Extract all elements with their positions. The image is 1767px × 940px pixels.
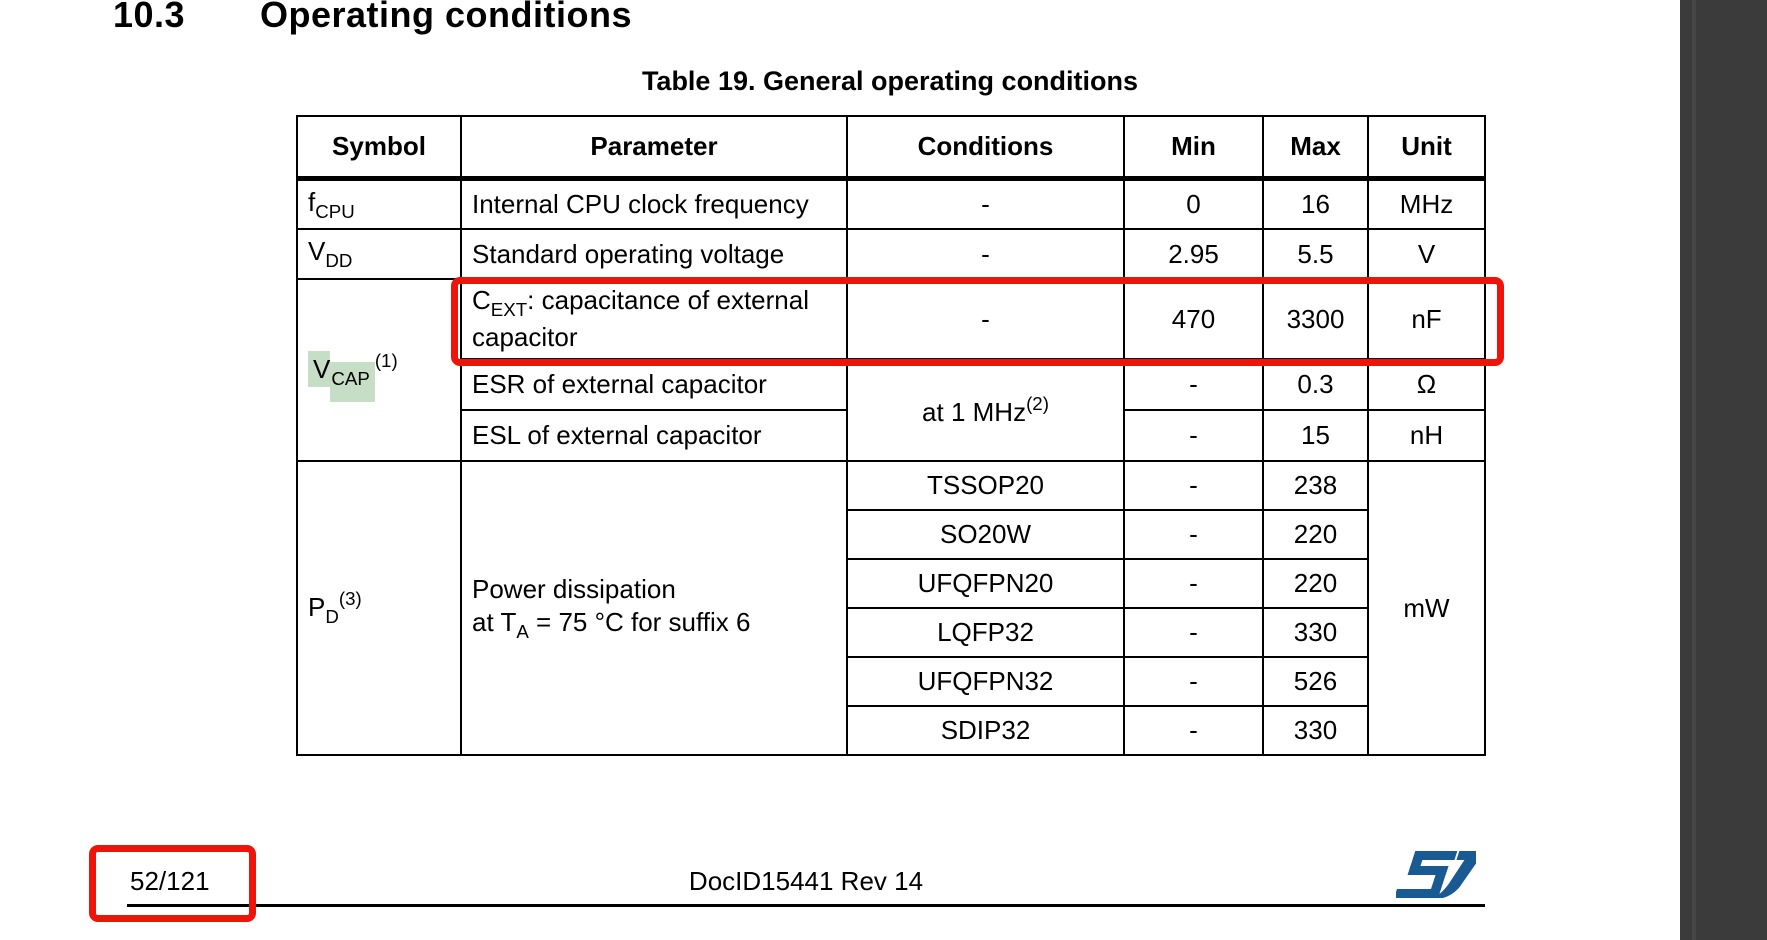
- section-number: 10.3: [113, 0, 186, 35]
- min-cell: -: [1123, 460, 1264, 511]
- header-min: Min: [1123, 115, 1264, 181]
- symbol-pd: PD(3): [296, 460, 462, 756]
- package-cell: SDIP32: [846, 705, 1125, 756]
- annotation-box-page-number: [89, 845, 256, 922]
- max-cell: 238: [1262, 460, 1369, 511]
- min-cell: 2.95: [1123, 228, 1264, 280]
- unit-cell: V: [1367, 228, 1486, 280]
- viewer-side-panel: [1680, 0, 1767, 940]
- symbol-vcap: VCAP(1): [296, 278, 462, 462]
- table-row: ESR of external capacitor at 1 MHz(2) - …: [297, 358, 1486, 462]
- conditions-cell: -: [846, 278, 1125, 360]
- footer-divider-line: [127, 904, 1485, 907]
- section-title: Operating conditions: [260, 0, 633, 35]
- table-row: PD(3) Power dissipation at TA = 75 °C fo…: [296, 460, 1486, 756]
- max-cell: 0.3: [1262, 358, 1369, 411]
- table-row: UFQFPN20 - 220: [297, 558, 1485, 609]
- package-cell: TSSOP20: [846, 460, 1125, 511]
- parameter-cell: ESR of external capacitor: [460, 358, 848, 411]
- parameter-power-dissipation: Power dissipation at TA = 75 °C for suff…: [460, 460, 848, 756]
- max-cell: 220: [1262, 509, 1369, 560]
- max-cell: 5.5: [1262, 228, 1369, 280]
- package-cell: UFQFPN20: [846, 558, 1125, 609]
- conditions-at-1mhz: at 1 MHz(2): [846, 358, 1125, 462]
- unit-cell: nH: [1367, 409, 1486, 462]
- st-logo-icon: [1396, 851, 1476, 898]
- table-row: VDD Standard operating voltage - 2.95 5.…: [296, 228, 1486, 280]
- table-row: LQFP32 - 330: [297, 607, 1485, 658]
- max-cell: 526: [1262, 656, 1369, 707]
- table-row-cext: VCAP(1) CEXT: capacitance of external ca…: [296, 278, 1486, 462]
- unit-cell: MHz: [1367, 177, 1486, 230]
- table-row: SDIP32 - 330: [297, 705, 1485, 756]
- max-cell: 330: [1262, 705, 1369, 756]
- min-cell: -: [1123, 705, 1264, 756]
- min-cell: -: [1123, 509, 1264, 560]
- symbol-fcpu: fCPU: [296, 177, 462, 230]
- parameter-cell: Internal CPU clock frequency: [460, 177, 848, 230]
- table-row: ESL of external capacitor - 15 nH: [297, 409, 1486, 462]
- min-cell: -: [1123, 558, 1264, 609]
- package-cell: LQFP32: [846, 607, 1125, 658]
- parameter-cell: Standard operating voltage: [460, 228, 848, 280]
- conditions-cell: -: [846, 228, 1125, 280]
- max-cell: 220: [1262, 558, 1369, 609]
- vcap-highlight: V: [308, 351, 331, 388]
- parameter-cell: ESL of external capacitor: [460, 409, 848, 462]
- header-conditions: Conditions: [846, 115, 1125, 181]
- package-cell: SO20W: [846, 509, 1125, 560]
- header-symbol: Symbol: [296, 115, 462, 181]
- parameter-cext: CEXT: capacitance of external capacitor: [460, 278, 848, 360]
- header-parameter: Parameter: [460, 115, 848, 181]
- max-cell: 16: [1262, 177, 1369, 230]
- unit-cell: nF: [1367, 278, 1486, 360]
- operating-conditions-table: Symbol Parameter Conditions Min Max Unit…: [296, 115, 1486, 756]
- footer-page-number: 52/121: [130, 866, 210, 896]
- table-row: SO20W - 220: [297, 509, 1485, 560]
- table-header-row: Symbol Parameter Conditions Min Max Unit: [296, 115, 1486, 181]
- viewer-side-panel-strip: [1692, 0, 1696, 940]
- min-cell: -: [1123, 409, 1264, 462]
- symbol-vdd: VDD: [296, 228, 462, 280]
- max-cell: 15: [1262, 409, 1369, 462]
- min-cell: 0: [1123, 177, 1264, 230]
- min-cell: -: [1123, 656, 1264, 707]
- package-cell: UFQFPN32: [846, 656, 1125, 707]
- min-cell: -: [1123, 607, 1264, 658]
- unit-cell: Ω: [1367, 358, 1486, 411]
- table-row: fCPU Internal CPU clock frequency - 0 16…: [296, 177, 1486, 230]
- table-caption: Table 19. General operating conditions: [641, 66, 1139, 96]
- unit-mw: mW: [1367, 460, 1486, 756]
- header-unit: Unit: [1367, 115, 1486, 181]
- table-row: UFQFPN32 - 526: [297, 656, 1485, 707]
- min-cell: -: [1123, 358, 1264, 411]
- footer-doc-reference: DocID15441 Rev 14: [688, 866, 924, 896]
- annotation-box-cext-row: [451, 277, 1504, 366]
- header-max: Max: [1262, 115, 1369, 181]
- max-cell: 330: [1262, 607, 1369, 658]
- max-cell: 3300: [1262, 278, 1369, 360]
- conditions-cell: -: [846, 177, 1125, 230]
